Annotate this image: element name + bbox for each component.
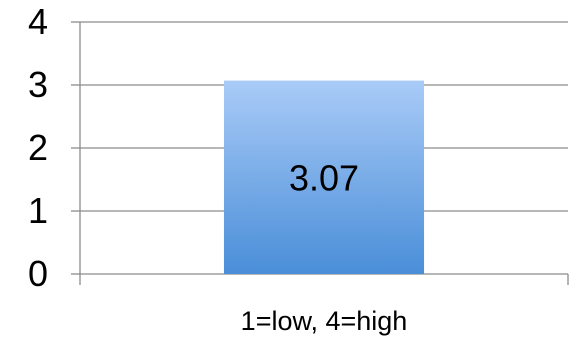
bar-data-label: 3.07 [289,157,359,198]
x-category-label: 1=low, 4=high [241,306,408,336]
y-tick-label: 0 [28,253,48,294]
y-tick-label: 2 [28,127,48,168]
labels: 0 1 2 3 4 3.07 1=low, 4=high [28,1,407,336]
y-tick-label: 1 [28,190,48,231]
bars [223,80,425,274]
y-tick-label: 3 [28,64,48,105]
bar [223,80,425,274]
y-tick-label: 4 [28,1,48,42]
